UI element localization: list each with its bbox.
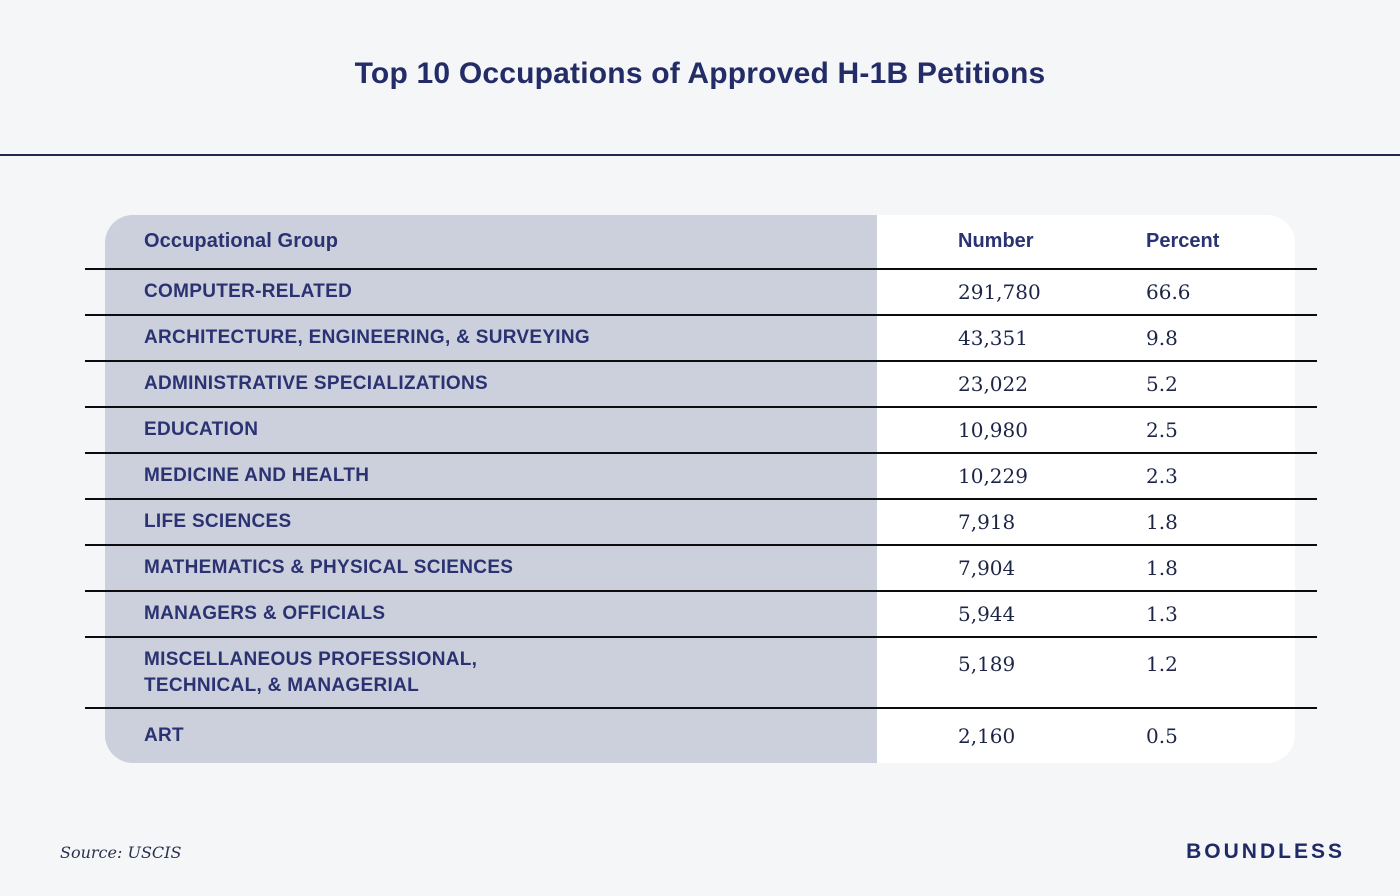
row-number: 7,918: [958, 510, 1016, 534]
table-row: ART 2,160 0.5: [85, 709, 1317, 763]
row-number: 5,944: [958, 602, 1016, 626]
row-percent: 5.2: [1146, 372, 1178, 396]
row-number: 291,780: [958, 280, 1041, 304]
row-number: 2,160: [958, 724, 1016, 748]
table-row: COMPUTER-RELATED 291,780 66.6: [85, 270, 1317, 316]
source-note: Source: USCIS: [60, 843, 182, 862]
header-divider: [0, 154, 1400, 156]
page-title: Top 10 Occupations of Approved H-1B Peti…: [354, 57, 1046, 90]
row-percent: 0.5: [1146, 724, 1178, 748]
table-row: ADMINISTRATIVE SPECIALIZATIONS 23,022 5.…: [85, 362, 1317, 408]
row-number: 10,229: [958, 464, 1028, 488]
row-number: 7,904: [958, 556, 1016, 580]
table-rows: Occupational Group Number Percent COMPUT…: [85, 215, 1317, 763]
row-label: MATHEMATICS & PHYSICAL SCIENCES: [144, 557, 514, 579]
row-percent: 1.3: [1146, 602, 1178, 626]
row-percent: 9.8: [1146, 326, 1178, 350]
occupations-table: Occupational Group Number Percent COMPUT…: [85, 215, 1317, 763]
table-row: LIFE SCIENCES 7,918 1.8: [85, 500, 1317, 546]
row-number: 10,980: [958, 418, 1028, 442]
row-label: MANAGERS & OFFICIALS: [144, 603, 386, 625]
column-header-number: Number: [958, 230, 1034, 252]
row-number: 5,189: [958, 652, 1016, 676]
row-label: ART: [144, 725, 184, 747]
boundless-logo: BOUNDLESS: [1186, 840, 1345, 863]
table-row: MEDICINE AND HEALTH 10,229 2.3: [85, 454, 1317, 500]
row-label: MEDICINE AND HEALTH: [144, 465, 370, 487]
row-percent: 1.8: [1146, 556, 1178, 580]
table-row: EDUCATION 10,980 2.5: [85, 408, 1317, 454]
row-label: ADMINISTRATIVE SPECIALIZATIONS: [144, 373, 488, 395]
column-header-percent: Percent: [1146, 230, 1220, 252]
row-percent: 1.8: [1146, 510, 1178, 534]
row-label: COMPUTER-RELATED: [144, 281, 353, 303]
table-row: ARCHITECTURE, ENGINEERING, & SURVEYING 4…: [85, 316, 1317, 362]
row-percent: 1.2: [1146, 652, 1178, 676]
row-percent: 2.3: [1146, 464, 1178, 488]
row-percent: 2.5: [1146, 418, 1178, 442]
table-row: MISCELLANEOUS PROFESSIONAL, TECHNICAL, &…: [85, 638, 1317, 709]
table-header-row: Occupational Group Number Percent: [85, 215, 1317, 270]
table-row: MATHEMATICS & PHYSICAL SCIENCES 7,904 1.…: [85, 546, 1317, 592]
column-header-group: Occupational Group: [144, 230, 339, 252]
row-number: 43,351: [958, 326, 1028, 350]
table-row: MANAGERS & OFFICIALS 5,944 1.3: [85, 592, 1317, 638]
row-label: LIFE SCIENCES: [144, 511, 292, 533]
group-column-background: [105, 215, 877, 763]
row-label: MISCELLANEOUS PROFESSIONAL, TECHNICAL, &…: [144, 648, 478, 696]
row-label: EDUCATION: [144, 419, 259, 441]
row-label: ARCHITECTURE, ENGINEERING, & SURVEYING: [144, 327, 590, 349]
values-column-background: [877, 215, 1295, 763]
row-number: 23,022: [958, 372, 1028, 396]
row-percent: 66.6: [1146, 280, 1191, 304]
table-panel: [105, 215, 1295, 763]
